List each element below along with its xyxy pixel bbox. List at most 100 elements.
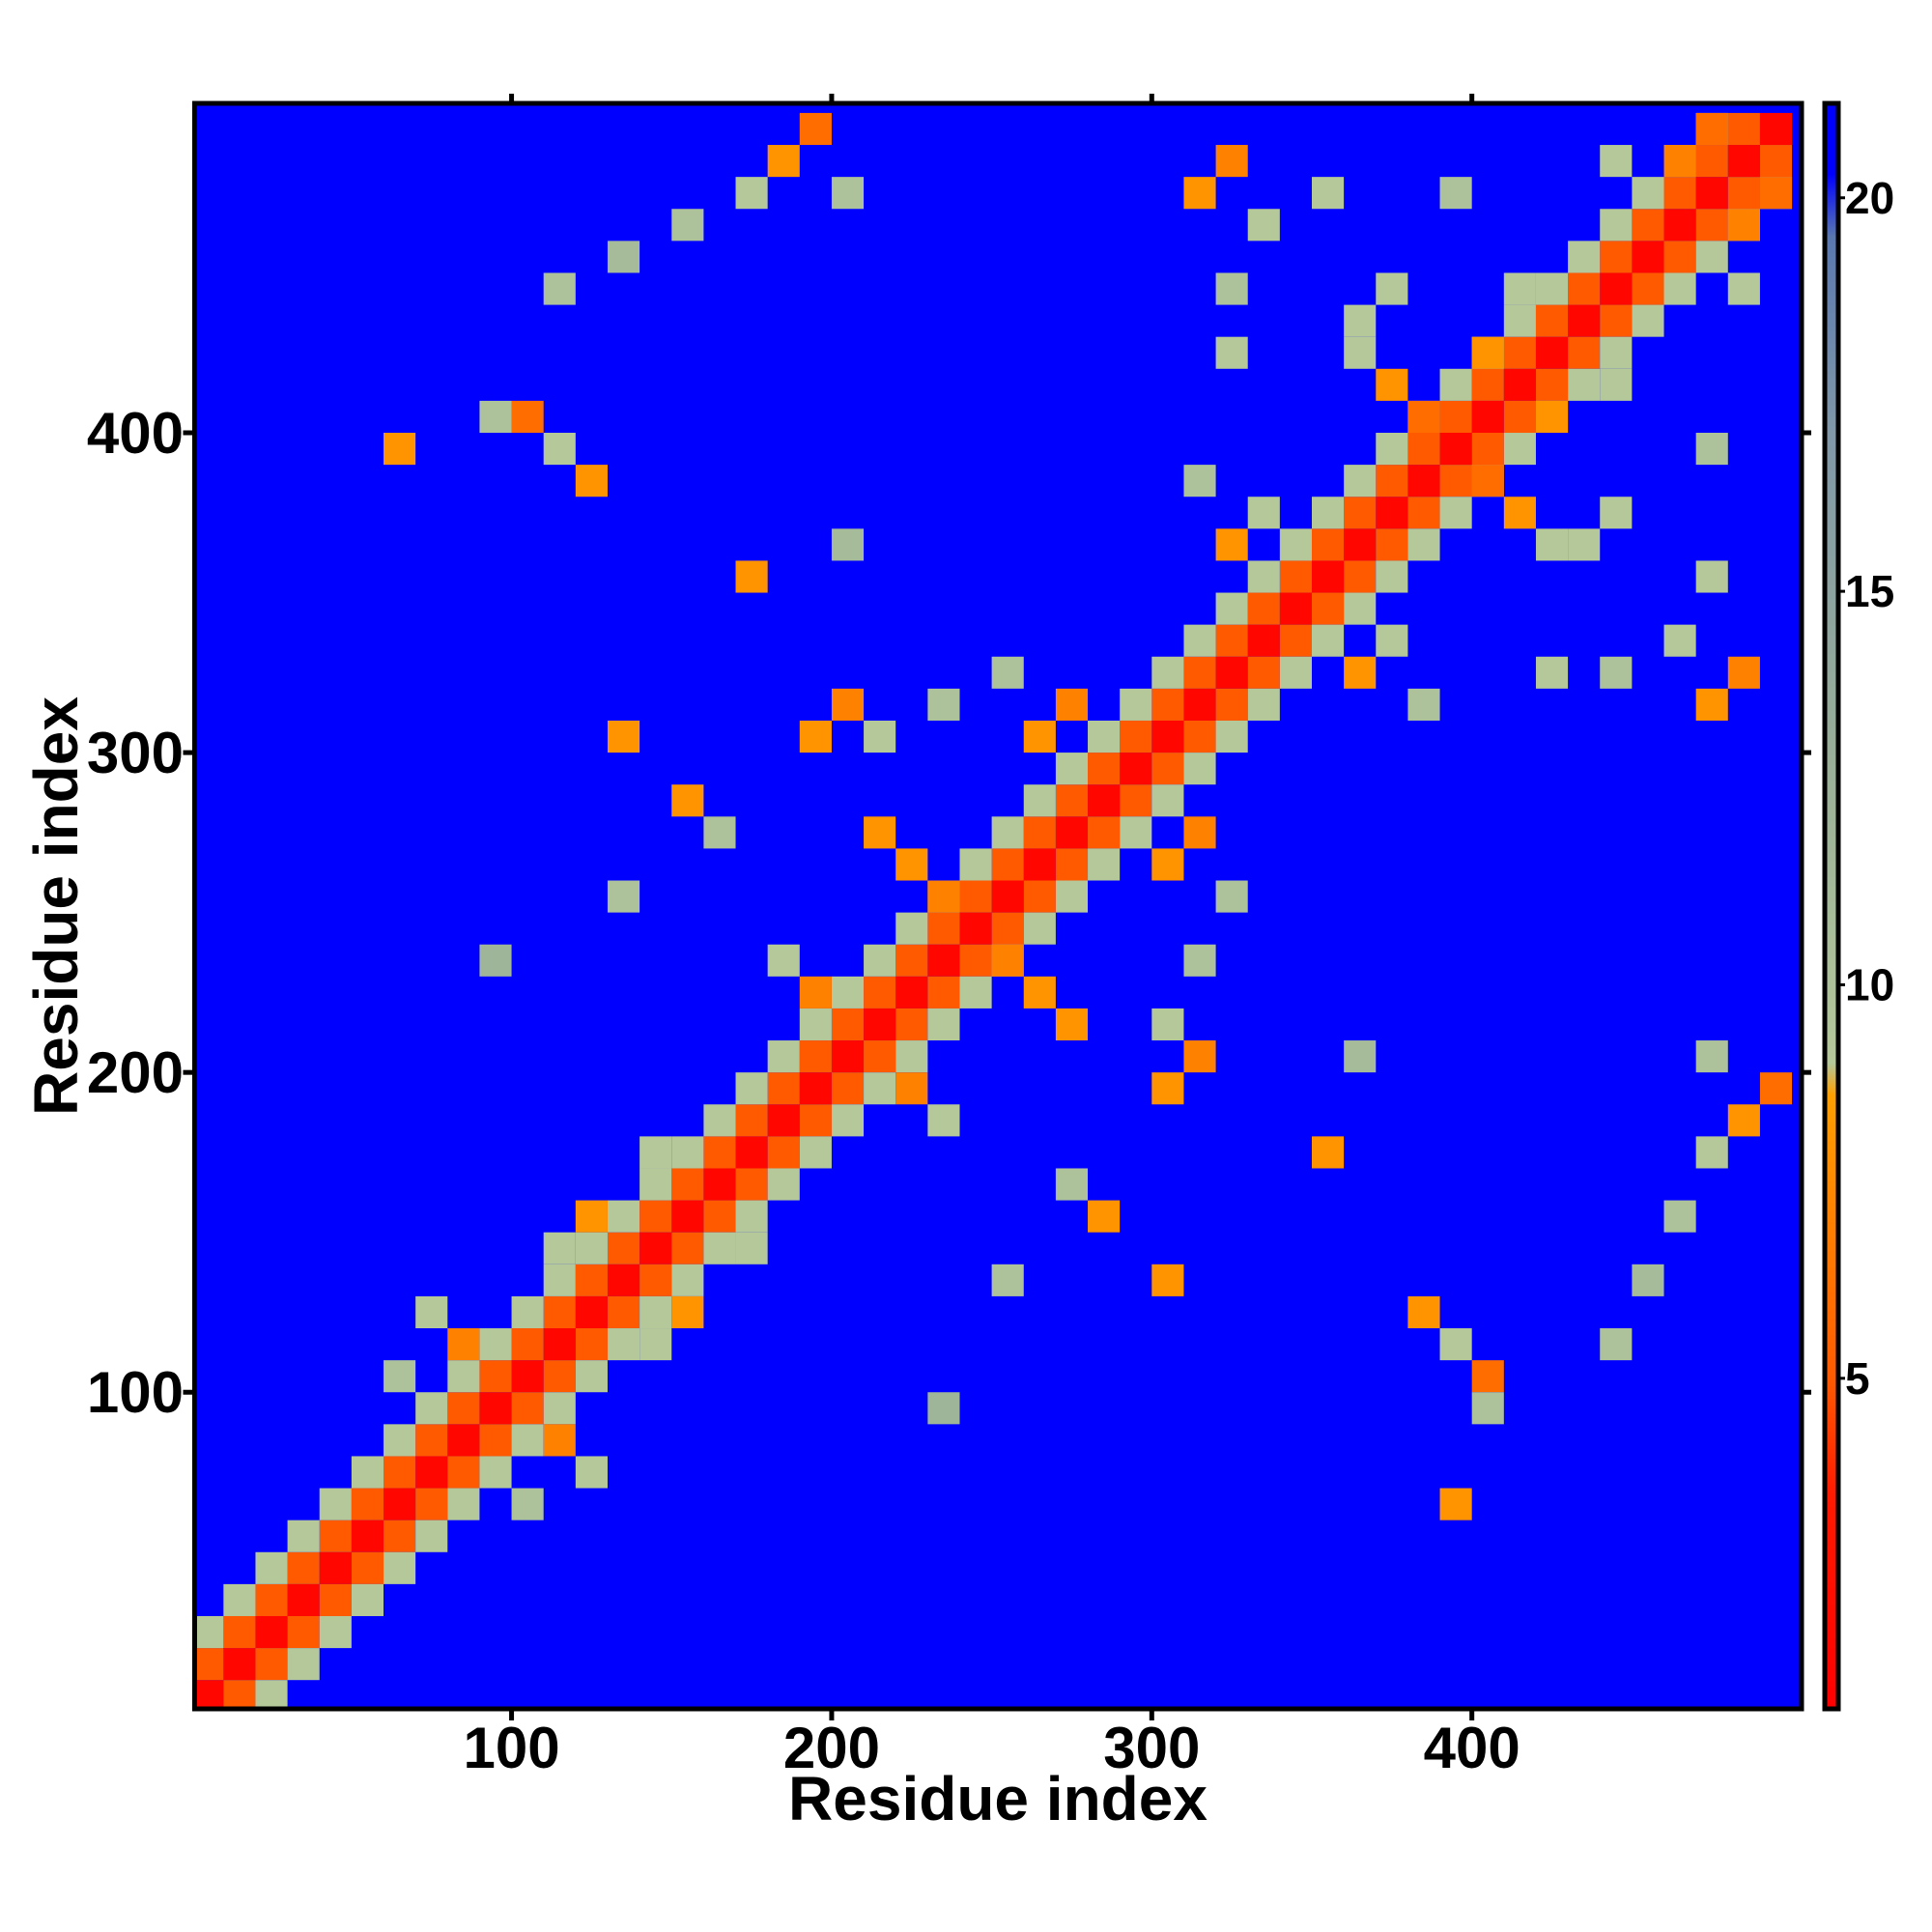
heatmap-cell bbox=[607, 1295, 640, 1329]
heatmap-cell bbox=[511, 1360, 544, 1393]
heatmap-cell bbox=[1535, 656, 1569, 689]
heatmap-cell bbox=[1183, 753, 1216, 785]
heatmap-cell bbox=[1183, 720, 1216, 753]
heatmap-cell bbox=[831, 1072, 865, 1105]
heatmap-cell bbox=[1727, 112, 1760, 146]
heatmap-cell bbox=[255, 1583, 288, 1616]
heatmap-cell bbox=[255, 1680, 288, 1709]
heatmap-cell bbox=[1663, 624, 1696, 657]
heatmap-cell bbox=[1407, 465, 1440, 497]
heatmap-cell bbox=[1055, 848, 1089, 881]
y-tick-label: 400 bbox=[87, 401, 184, 466]
heatmap-cell bbox=[1088, 753, 1121, 785]
heatmap-cell bbox=[543, 1360, 576, 1393]
heatmap-cell bbox=[671, 784, 704, 817]
heatmap-cell bbox=[1632, 1264, 1664, 1296]
heatmap-cell bbox=[1151, 1008, 1184, 1041]
heatmap-cell bbox=[864, 1040, 896, 1073]
heatmap-cell bbox=[1759, 145, 1793, 178]
heatmap-cell bbox=[1535, 304, 1569, 337]
heatmap-cell bbox=[927, 1104, 960, 1137]
heatmap-cell bbox=[799, 976, 832, 1009]
heatmap-cell bbox=[319, 1520, 352, 1552]
heatmap-cell bbox=[1183, 177, 1216, 210]
heatmap-cell bbox=[511, 1328, 544, 1361]
heatmap-cell bbox=[831, 177, 865, 210]
heatmap-cell bbox=[1151, 848, 1184, 881]
heatmap-cell bbox=[1568, 304, 1601, 337]
heatmap-cell bbox=[639, 1232, 672, 1264]
heatmap-cell bbox=[479, 944, 512, 977]
heatmap-cell bbox=[671, 1232, 704, 1264]
heatmap-cell bbox=[671, 209, 704, 242]
heatmap-cell bbox=[1632, 241, 1664, 273]
heatmap-cell bbox=[1183, 465, 1216, 497]
heatmap-cell bbox=[1600, 209, 1633, 242]
heatmap-cell bbox=[1663, 1200, 1696, 1233]
heatmap-cell bbox=[1663, 209, 1696, 242]
heatmap-cell bbox=[1376, 368, 1408, 401]
heatmap-cell bbox=[1727, 177, 1760, 210]
heatmap-cell bbox=[767, 145, 800, 178]
heatmap-cell bbox=[607, 241, 640, 273]
heatmap-cell bbox=[543, 1328, 576, 1361]
heatmap-cell bbox=[1120, 753, 1152, 785]
heatmap-cell bbox=[1183, 944, 1216, 977]
heatmap-cell bbox=[194, 1648, 224, 1681]
heatmap-cell bbox=[703, 1136, 736, 1169]
heatmap-cell bbox=[1151, 1264, 1184, 1296]
heatmap-cell bbox=[1695, 1040, 1728, 1073]
heatmap-cell bbox=[1503, 272, 1536, 305]
heatmap-cell bbox=[479, 1328, 512, 1361]
heatmap-cell bbox=[384, 1456, 416, 1489]
heatmap-cell bbox=[1376, 433, 1408, 466]
heatmap-cell bbox=[895, 912, 928, 945]
heatmap-cell bbox=[1663, 177, 1696, 210]
heatmap-cell bbox=[1471, 336, 1504, 369]
heatmap-cell bbox=[1023, 816, 1056, 849]
heatmap-cell bbox=[1695, 112, 1728, 146]
heatmap-cell bbox=[959, 976, 992, 1009]
heatmap-cell bbox=[319, 1551, 352, 1584]
heatmap-cell bbox=[351, 1520, 384, 1552]
heatmap-cell bbox=[1727, 272, 1760, 305]
heatmap-cell bbox=[1663, 241, 1696, 273]
heatmap-cell bbox=[1632, 209, 1664, 242]
heatmap-cell bbox=[959, 880, 992, 913]
heatmap-cell bbox=[1344, 560, 1377, 593]
heatmap-cell bbox=[927, 944, 960, 977]
heatmap-cell bbox=[1503, 497, 1536, 529]
heatmap-cell bbox=[767, 944, 800, 977]
heatmap-cell bbox=[447, 1360, 480, 1393]
heatmap-cell bbox=[447, 1392, 480, 1425]
heatmap-cell bbox=[799, 720, 832, 753]
heatmap-cell bbox=[1120, 688, 1152, 721]
heatmap-cell bbox=[1439, 368, 1472, 401]
heatmap-cell bbox=[1568, 241, 1601, 273]
x-tick-label: 300 bbox=[1103, 1716, 1200, 1780]
heatmap-cell bbox=[735, 1232, 768, 1264]
heatmap-cell bbox=[1568, 368, 1601, 401]
heatmap-cell bbox=[1055, 1008, 1089, 1041]
heatmap-cell bbox=[1279, 592, 1312, 625]
heatmap-cell bbox=[1120, 720, 1152, 753]
heatmap-cell bbox=[1600, 1328, 1633, 1361]
heatmap-cell bbox=[1600, 145, 1633, 178]
heatmap-cell bbox=[1279, 624, 1312, 657]
heatmap-cell bbox=[831, 688, 865, 721]
heatmap-cell bbox=[1471, 368, 1504, 401]
heatmap-cell bbox=[639, 1328, 672, 1361]
heatmap-cell bbox=[1471, 1392, 1504, 1425]
heatmap-cell bbox=[1439, 433, 1472, 466]
heatmap-cell bbox=[1600, 656, 1633, 689]
heatmap-cell bbox=[1600, 304, 1633, 337]
heatmap-cell bbox=[1151, 1072, 1184, 1105]
heatmap-cell bbox=[1759, 1072, 1793, 1105]
heatmap-cell bbox=[767, 1168, 800, 1201]
heatmap-cell bbox=[1600, 336, 1633, 369]
heatmap-cell bbox=[384, 1488, 416, 1520]
heatmap-cell bbox=[991, 912, 1024, 945]
heatmap-cell bbox=[1247, 688, 1280, 721]
plot-frame bbox=[192, 100, 1804, 1712]
heatmap-cell bbox=[479, 1424, 512, 1457]
